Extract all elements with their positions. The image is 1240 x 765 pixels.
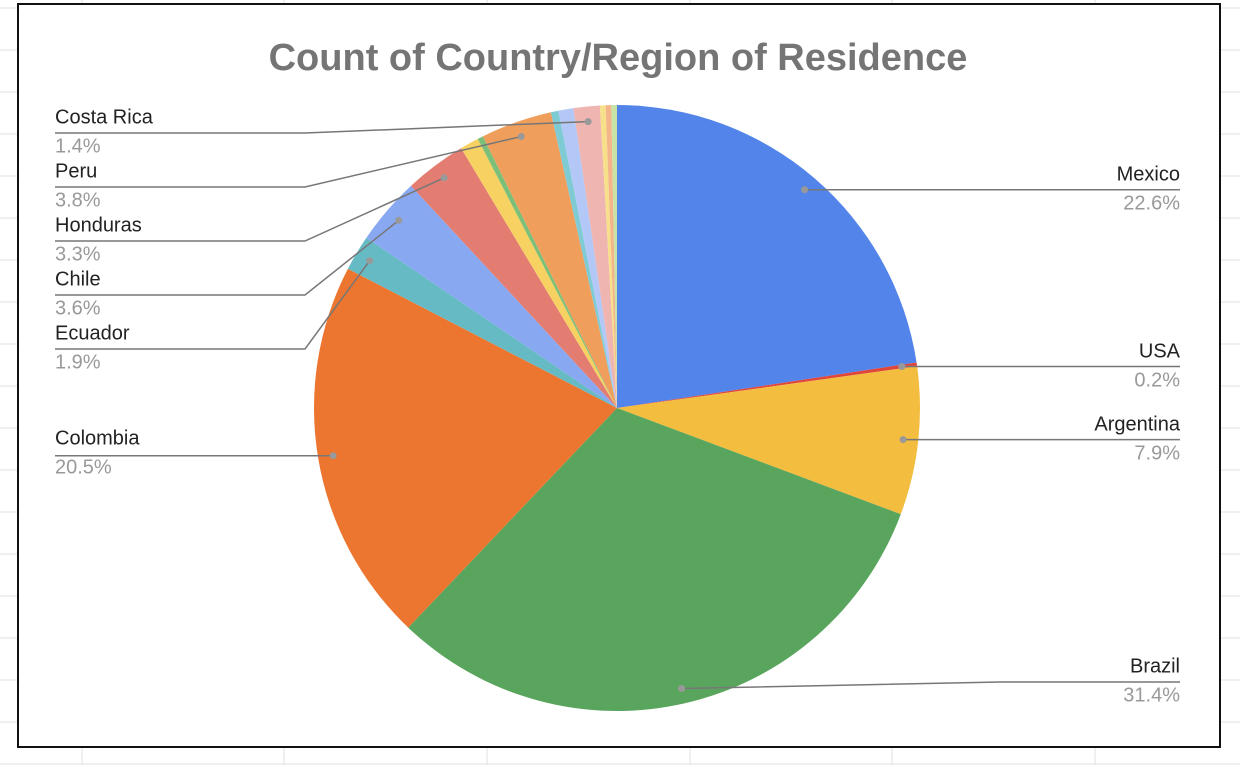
slice-label: Ecuador	[55, 322, 130, 344]
slice-label: Brazil	[1130, 655, 1180, 677]
slice-value-label: 7.9%	[1134, 442, 1180, 464]
pie-slice	[550, 110, 617, 408]
leader-dot	[440, 174, 448, 182]
pie-slice	[611, 105, 617, 408]
slice-label: Honduras	[55, 214, 142, 236]
slice-value-label: 1.9%	[55, 351, 101, 373]
chart-title: Count of Country/Region of Residence	[269, 37, 968, 79]
pie-slice	[605, 105, 617, 408]
leader-dot	[898, 363, 906, 371]
slice-value-label: 3.3%	[55, 243, 101, 265]
pie-slice	[366, 185, 617, 408]
leader-dot	[366, 257, 374, 265]
pie-slice	[347, 237, 617, 408]
slice-label: Argentina	[1094, 413, 1180, 435]
leader-line	[55, 177, 445, 242]
leader-dot	[329, 452, 337, 460]
pie-slice	[599, 105, 617, 409]
leader-line	[55, 219, 400, 296]
pie-slice	[617, 366, 920, 515]
pie-slice	[573, 105, 617, 409]
pie-slice	[558, 108, 617, 408]
slice-value-label: 1.4%	[55, 135, 101, 157]
leader-dot	[395, 216, 403, 224]
leader-dot	[801, 186, 809, 194]
leader-line	[55, 135, 522, 188]
pie-slice	[314, 268, 617, 628]
leader-line	[55, 260, 371, 350]
slice-label: Mexico	[1117, 163, 1180, 185]
leader-dot	[899, 436, 907, 444]
slice-label: Costa Rica	[55, 106, 154, 128]
leader-dot	[584, 118, 592, 126]
slice-label: Colombia	[55, 427, 140, 449]
slice-value-label: 0.2%	[1134, 369, 1180, 391]
slice-label: Peru	[55, 160, 97, 182]
pie-slice	[617, 362, 918, 408]
leader-dot	[517, 133, 525, 141]
slice-value-label: 3.6%	[55, 297, 101, 319]
slice-value-label: 22.6%	[1123, 192, 1180, 214]
labels: Mexico 22.6% USA 0.2% Argentina 7.9% Brazil 31.…	[55, 106, 1181, 706]
leader-line	[55, 120, 589, 134]
leader-dot	[678, 685, 686, 693]
slice-value-label: 20.5%	[55, 456, 112, 478]
slice-value-label: 31.4%	[1123, 684, 1180, 706]
pie-slice	[410, 148, 617, 408]
pie-slice	[408, 408, 901, 711]
pie-slice	[617, 105, 917, 408]
slice-label: Chile	[55, 268, 101, 290]
pie-slice	[477, 136, 617, 409]
pie-slice	[461, 138, 617, 408]
pie-slice	[482, 112, 617, 409]
leader-line	[681, 681, 1180, 690]
slices	[314, 105, 920, 711]
slice-value-label: 3.8%	[55, 189, 101, 211]
slice-label: USA	[1139, 340, 1181, 362]
